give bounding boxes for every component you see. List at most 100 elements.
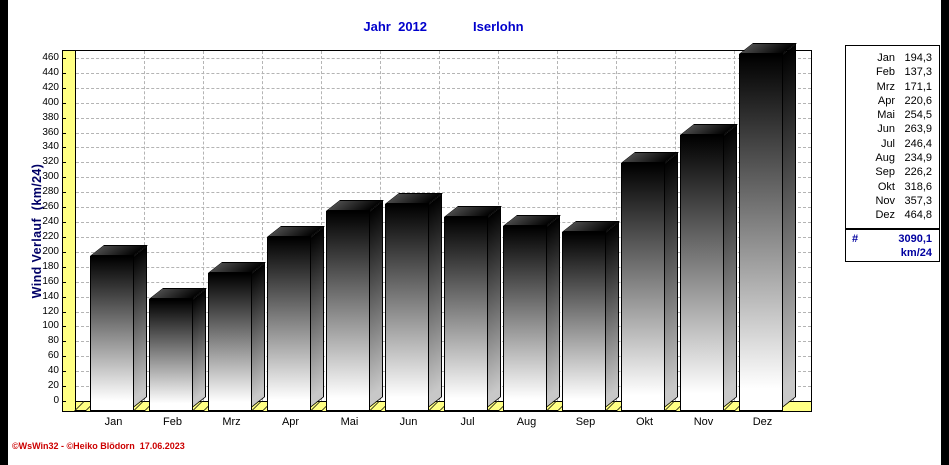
legend-month: Jul bbox=[880, 137, 895, 150]
h-gridline bbox=[76, 132, 811, 134]
y-tick-mark bbox=[62, 326, 66, 328]
h-gridline bbox=[76, 251, 811, 253]
bar-front-face bbox=[208, 273, 252, 411]
x-tick-label: Mai bbox=[340, 416, 359, 428]
x-tick-label: Okt bbox=[635, 416, 654, 428]
h-gridline bbox=[76, 236, 811, 238]
legend-item: Feb 137,3 bbox=[852, 65, 932, 79]
y-tick-label: 20 bbox=[47, 380, 59, 392]
h-gridline bbox=[76, 58, 811, 59]
x-tick-label: Jul bbox=[460, 416, 475, 428]
legend-box: Jan 194,3 Feb 137,3 Mrz 171,1 Apr 220,6 Mai 254,5… bbox=[845, 45, 940, 229]
legend-month: Feb bbox=[876, 66, 895, 79]
x-tick-label: Dez bbox=[752, 416, 773, 428]
legend-value: 263,9 bbox=[904, 123, 932, 136]
legend-item: Aug 234,9 bbox=[852, 151, 932, 165]
v-gridline bbox=[203, 51, 204, 401]
h-gridline bbox=[76, 326, 811, 328]
y-tick-label: 200 bbox=[42, 245, 59, 257]
h-gridline bbox=[76, 207, 811, 209]
h-gridline bbox=[76, 311, 811, 313]
h-gridline bbox=[76, 371, 811, 373]
legend-value: 464,8 bbox=[904, 209, 932, 222]
legend-month: Sep bbox=[875, 166, 895, 179]
y-tick-label: 300 bbox=[42, 171, 59, 183]
y-tick-label: 180 bbox=[42, 260, 59, 272]
legend-item: Apr 220,6 bbox=[852, 94, 932, 108]
legend-month: Jun bbox=[877, 123, 895, 136]
bar-side-face bbox=[723, 123, 737, 408]
y-tick-label: 40 bbox=[47, 365, 59, 377]
y-tick-label: 80 bbox=[47, 335, 59, 347]
legend-item: Jan 194,3 bbox=[852, 51, 932, 65]
y-tick-label: 140 bbox=[42, 290, 59, 302]
h-gridline bbox=[76, 117, 811, 119]
legend-item: Jun 263,9 bbox=[852, 122, 932, 136]
bar-side-face bbox=[192, 287, 206, 408]
left-border-strip bbox=[0, 0, 8, 465]
legend-value: 137,3 bbox=[904, 66, 932, 79]
right-border-strip bbox=[941, 0, 949, 465]
y-tick-mark bbox=[62, 177, 66, 179]
y-tick-label: 440 bbox=[42, 66, 59, 78]
legend-month: Nov bbox=[875, 194, 895, 207]
y-tick-mark bbox=[62, 207, 66, 209]
x-tick-label: Jun bbox=[399, 416, 418, 428]
bar-side-face bbox=[546, 214, 560, 408]
legend-value: 226,2 bbox=[904, 166, 932, 179]
x-tick-label: Jan bbox=[104, 416, 123, 428]
total-unit: km/24 bbox=[900, 247, 932, 259]
legend-item: Dez 464,8 bbox=[852, 208, 932, 222]
x-tick-label: Nov bbox=[693, 416, 714, 428]
y-tick-mark bbox=[62, 281, 66, 283]
y-axis-strip bbox=[62, 50, 76, 412]
legend-item: Okt 318,6 bbox=[852, 180, 932, 194]
bar-front-face bbox=[680, 134, 724, 411]
legend-value: 246,4 bbox=[904, 137, 932, 150]
bar-side-face bbox=[369, 200, 383, 408]
y-tick-label: 120 bbox=[42, 305, 59, 317]
legend-item: Mai 254,5 bbox=[852, 108, 932, 122]
legend-value: 254,5 bbox=[904, 109, 932, 122]
y-tick-mark bbox=[62, 87, 66, 89]
h-gridline bbox=[76, 87, 811, 89]
y-tick-label: 380 bbox=[42, 111, 59, 123]
h-gridline bbox=[76, 222, 811, 224]
y-tick-mark bbox=[62, 58, 66, 59]
x-axis-labels: Jan Feb Mrz Apr Mai Jun Jul Aug Sep Okt Nov Dez bbox=[75, 416, 812, 430]
y-tick-mark bbox=[62, 251, 66, 253]
bar-front-face bbox=[267, 236, 311, 411]
y-tick-label: 280 bbox=[42, 186, 59, 198]
y-tick-mark bbox=[62, 192, 66, 194]
legend-item: Jul 246,4 bbox=[852, 137, 932, 151]
title-station: Iserlohn bbox=[473, 19, 524, 34]
h-gridline bbox=[76, 356, 811, 358]
x-tick-label: Aug bbox=[516, 416, 537, 428]
bar-side-face bbox=[605, 221, 619, 408]
bar-side-face bbox=[310, 225, 324, 408]
bar-front-face bbox=[503, 225, 547, 411]
plot-area bbox=[74, 43, 812, 412]
y-tick-mark bbox=[62, 236, 66, 238]
bar-side-face bbox=[487, 206, 501, 408]
y-tick-label: 360 bbox=[42, 126, 59, 138]
h-gridline bbox=[76, 102, 811, 104]
total-value: 3090,1 bbox=[898, 233, 932, 245]
bar-front-face bbox=[385, 204, 429, 411]
bar-front-face bbox=[562, 232, 606, 411]
x-tick-label: Feb bbox=[163, 416, 182, 428]
legend-month: Jan bbox=[877, 52, 895, 64]
h-gridline bbox=[76, 162, 811, 164]
y-tick-mark bbox=[62, 72, 66, 74]
h-gridline bbox=[76, 177, 811, 179]
y-tick-mark bbox=[62, 311, 66, 313]
legend-value: 234,9 bbox=[904, 152, 932, 165]
legend-value: 357,3 bbox=[904, 194, 932, 207]
v-gridline bbox=[144, 51, 145, 401]
legend-item: Mrz 171,1 bbox=[852, 80, 932, 94]
y-tick-label: 400 bbox=[42, 96, 59, 108]
bar-side-face bbox=[133, 245, 147, 408]
y-tick-mark bbox=[62, 117, 66, 119]
bar-side-face bbox=[664, 152, 678, 408]
x-tick-label: Mrz bbox=[222, 416, 241, 428]
